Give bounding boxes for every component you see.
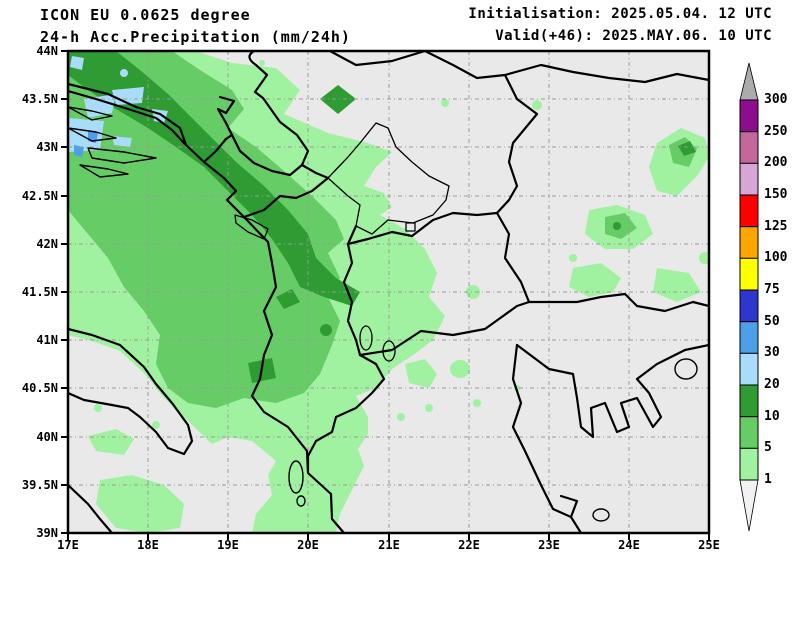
colorbar-label: 300 <box>764 92 788 107</box>
precip-layer-20-30mm <box>68 56 168 152</box>
lake-scutari <box>234 214 269 240</box>
colorbar-label: 1 <box>764 472 772 487</box>
y-axis-label: 39.5N <box>21 478 58 492</box>
corfu-island <box>288 460 304 494</box>
y-axis-label: 40.5N <box>21 381 58 395</box>
islands <box>68 106 698 522</box>
lakes <box>234 214 416 362</box>
colorbar-cells <box>739 99 759 481</box>
colorbar-label: 125 <box>764 219 788 234</box>
valid-time: Valid(+46): 2025.MAY.06. 10 UTC <box>495 28 772 44</box>
x-axis-label: 24E <box>618 538 640 552</box>
y-axis-label: 43N <box>36 140 58 154</box>
y-axis-label: 42.5N <box>21 189 58 203</box>
x-axis-label: 23E <box>538 538 560 552</box>
lake-ohrid <box>359 325 373 351</box>
colorbar-under-arrow <box>739 479 759 532</box>
colorbar-label: 50 <box>764 314 780 329</box>
x-axis-label: 22E <box>458 538 480 552</box>
init-time: Initialisation: 2025.05.04. 12 UTC <box>468 6 772 22</box>
kosovo-border <box>327 122 450 235</box>
precipitation-map <box>61 49 711 540</box>
y-axis-label: 44N <box>36 44 58 58</box>
y-axis-label: 42N <box>36 237 58 251</box>
colorbar-label: 30 <box>764 345 780 360</box>
colorbar-label: 20 <box>764 377 780 392</box>
colorbar <box>739 62 759 532</box>
model-title: ICON EU 0.0625 degree <box>40 6 251 24</box>
x-axis-label: 20E <box>297 538 319 552</box>
x-axis-label: 17E <box>57 538 79 552</box>
colorbar-over-arrow <box>739 62 759 101</box>
graticule <box>68 51 709 533</box>
x-axis-label: 21E <box>378 538 400 552</box>
colorbar-label: 5 <box>764 440 772 455</box>
x-axis-label: 19E <box>217 538 239 552</box>
thasos-island <box>674 358 698 380</box>
colorbar-label: 100 <box>764 250 788 265</box>
colorbar-label: 75 <box>764 282 780 297</box>
colorbar-label: 200 <box>764 155 788 170</box>
y-axis-label: 40N <box>36 430 58 444</box>
lake-prespa <box>382 340 396 362</box>
y-axis-label: 41N <box>36 333 58 347</box>
coastlines-and-borders <box>68 51 709 533</box>
precip-layer-10-20mm <box>68 51 696 383</box>
x-axis-label: 25E <box>698 538 720 552</box>
x-axis-label: 18E <box>137 538 159 552</box>
y-axis-label: 43.5N <box>21 92 58 106</box>
axis-ticks <box>61 50 710 540</box>
colorbar-label: 10 <box>764 409 780 424</box>
colorbar-label: 150 <box>764 187 788 202</box>
colorbar-label: 250 <box>764 124 788 139</box>
y-axis-label: 41.5N <box>21 285 58 299</box>
y-axis-label: 39N <box>36 526 58 540</box>
product-title: 24-h Acc.Precipitation (mm/24h) <box>40 28 351 46</box>
